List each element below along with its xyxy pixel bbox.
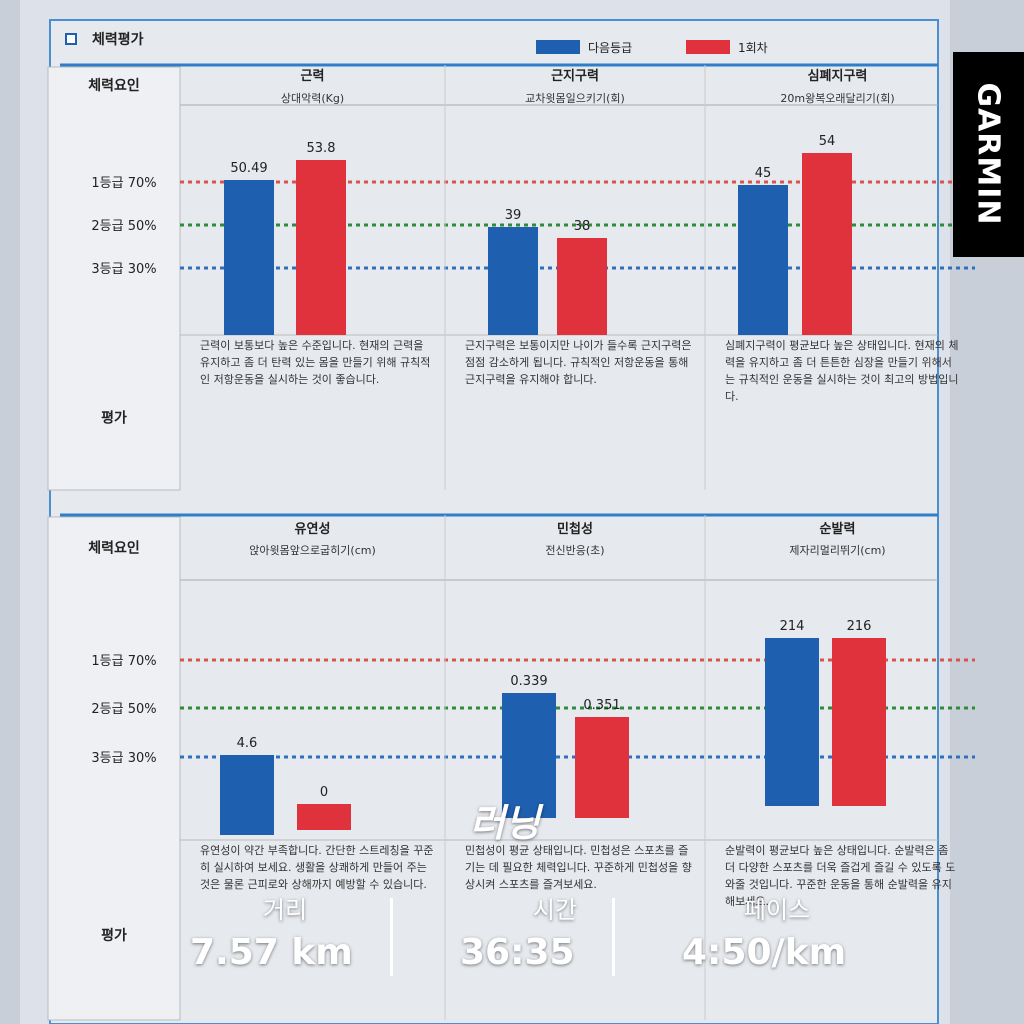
bar bbox=[738, 185, 788, 335]
item-name: 민첩성 bbox=[557, 521, 593, 537]
bar bbox=[802, 153, 852, 335]
title-icon bbox=[65, 33, 77, 45]
grade-label: 1등급 70% bbox=[91, 176, 156, 191]
activity: 러닝 bbox=[470, 801, 540, 845]
item-name: 유연성 bbox=[295, 522, 331, 537]
legend-label: 다음등급 bbox=[588, 41, 632, 55]
item-name: 근지구력 bbox=[551, 69, 599, 84]
grade-label: 3등급 30% bbox=[91, 751, 156, 766]
evaluation: 민첩성이 평균 상태입니다. 민첩성은 스포츠를 즐기는 데 필요한 체력입니다… bbox=[465, 844, 692, 891]
bar bbox=[502, 693, 556, 818]
evaluation: 근력이 보통보다 높은 수준입니다. 현재의 근력을 유지하고 좀 더 탄력 있… bbox=[200, 339, 431, 386]
legend-swatch bbox=[536, 40, 580, 54]
evaluation: 심폐지구력이 평균보다 높은 상태입니다. 현재의 체력을 유지하고 좀 더 튼… bbox=[725, 339, 959, 403]
value-label: 0.339 bbox=[510, 674, 547, 689]
stat-label: 페이스 bbox=[743, 896, 811, 924]
row-header: 체력요인 bbox=[88, 77, 140, 94]
legend-label: 1회차 bbox=[738, 41, 768, 55]
frame bbox=[49, 19, 939, 1024]
value-label: 0.351 bbox=[583, 698, 620, 713]
value-label: 4.6 bbox=[237, 736, 258, 751]
title: 체력평가 bbox=[92, 31, 144, 48]
label-column bbox=[47, 516, 181, 1021]
evaluation: 근지구력은 보통이지만 나이가 들수록 근지구력은 점점 감소하게 됩니다. 규… bbox=[465, 339, 692, 386]
bar bbox=[765, 638, 819, 806]
value-label: 39 bbox=[505, 208, 522, 223]
evaluation: 순발력이 평균보다 높은 상태입니다. 순발력은 좀 더 다양한 스포츠를 더욱… bbox=[725, 844, 956, 908]
stat-value: 7.57 km bbox=[190, 932, 353, 973]
item-name: 심폐지구력 bbox=[808, 68, 868, 84]
eval-label: 평가 bbox=[101, 927, 127, 944]
bar bbox=[220, 755, 274, 835]
bar bbox=[296, 160, 346, 335]
value-label: 214 bbox=[780, 619, 805, 634]
value-label: 54 bbox=[819, 134, 836, 149]
grade-label: 2등급 50% bbox=[91, 219, 156, 234]
bar bbox=[557, 238, 607, 335]
stat-value: 36:35 bbox=[460, 932, 575, 973]
brand-box: GARMIN bbox=[953, 52, 1024, 257]
value-label: 45 bbox=[755, 166, 772, 181]
legend-swatch bbox=[686, 40, 730, 54]
stat-label: 시간 bbox=[532, 896, 578, 924]
grade-label: 2등급 50% bbox=[91, 702, 156, 717]
value-label: 50.49 bbox=[230, 161, 267, 176]
item-name: 순발력 bbox=[820, 521, 856, 537]
bar bbox=[488, 227, 538, 335]
bar bbox=[575, 717, 629, 818]
value-label: 38 bbox=[574, 219, 591, 234]
stat-label: 거리 bbox=[262, 896, 308, 924]
eval-label: 평가 bbox=[101, 410, 127, 427]
item-unit: 제자리멀리뛰기(cm) bbox=[789, 544, 885, 557]
item-name: 근력 bbox=[301, 69, 325, 84]
item-unit: 20m왕복오래달리기(회) bbox=[780, 92, 894, 105]
bar bbox=[297, 804, 351, 830]
stat-value: 4:50/km bbox=[682, 932, 847, 973]
stat-divider bbox=[390, 898, 393, 976]
bar bbox=[224, 180, 274, 335]
brand: GARMIN bbox=[970, 82, 1006, 226]
item-unit: 전신반응(초) bbox=[545, 544, 604, 557]
bar bbox=[832, 638, 886, 806]
grade-label: 3등급 30% bbox=[91, 262, 156, 277]
value-label: 53.8 bbox=[307, 141, 336, 156]
item-unit: 교차윗몸일으키기(회) bbox=[525, 91, 625, 105]
item-unit: 상대악력(Kg) bbox=[281, 92, 344, 105]
grade-label: 1등급 70% bbox=[91, 654, 156, 669]
item-unit: 앉아윗몸앞으로굽히기(cm) bbox=[249, 543, 376, 557]
stat-divider bbox=[612, 898, 615, 976]
value-label: 216 bbox=[847, 619, 872, 634]
evaluation: 유연성이 약간 부족합니다. 간단한 스트레칭을 꾸준히 실시하여 보세요. 생… bbox=[200, 844, 434, 891]
row-header: 체력요인 bbox=[88, 540, 140, 557]
value-label: 0 bbox=[320, 785, 328, 800]
label-column bbox=[47, 66, 181, 491]
